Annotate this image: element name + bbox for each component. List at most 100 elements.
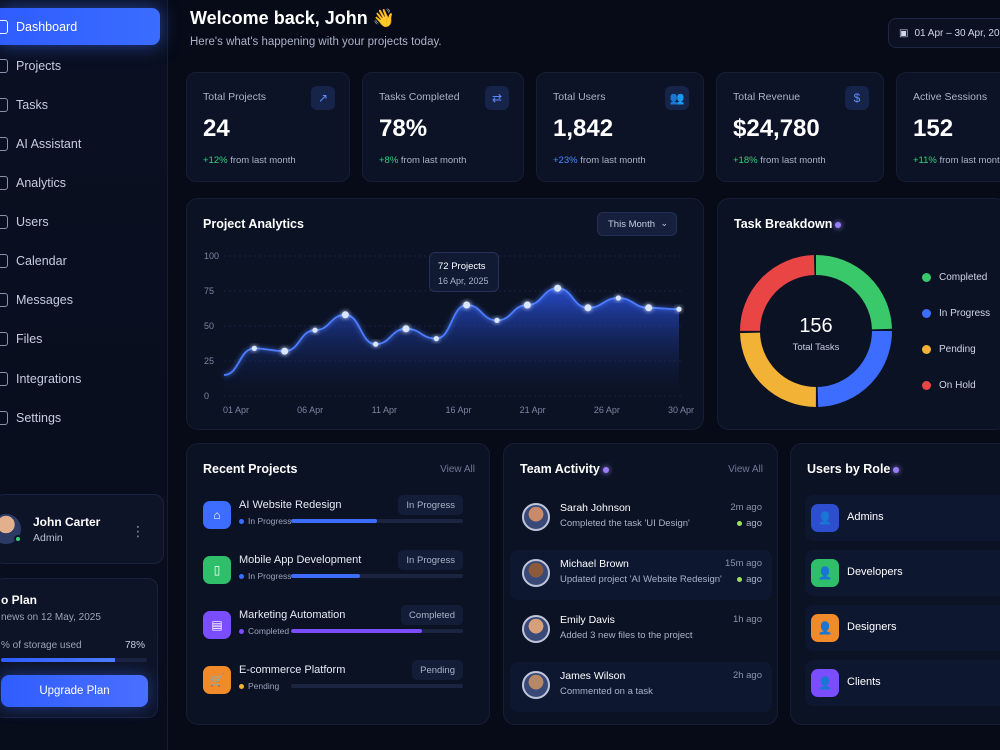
upgrade-plan-button[interactable]: Upgrade Plan xyxy=(1,675,148,707)
sidebar-item-label: Dashboard xyxy=(16,19,78,34)
data-point[interactable] xyxy=(402,325,410,333)
x-tick-label: 21 Apr xyxy=(520,405,546,415)
data-point[interactable] xyxy=(251,345,257,351)
role-item[interactable]: 👤Admins12 xyxy=(805,495,1000,541)
project-name: E-commerce Platform xyxy=(239,664,346,676)
activity-item[interactable]: Michael Brown Updated project 'AI Website… xyxy=(510,550,772,600)
activity-item[interactable]: Sarah Johnson Completed the task 'UI Desi… xyxy=(510,494,772,544)
data-point[interactable] xyxy=(615,295,621,301)
storage-label: % of storage used xyxy=(1,640,82,651)
project-progress-bar xyxy=(291,519,463,523)
legend-dot xyxy=(922,273,931,282)
role-item[interactable]: 👤Designers24 xyxy=(805,605,1000,651)
data-point[interactable] xyxy=(554,284,562,292)
plan-title: o Plan xyxy=(1,593,38,607)
y-tick-label: 0 xyxy=(204,391,209,401)
users-icon xyxy=(0,214,8,229)
data-point[interactable] xyxy=(433,336,439,342)
role-item[interactable]: 👤Developers86 xyxy=(805,550,1000,596)
view-all-link[interactable]: View All xyxy=(440,464,475,475)
data-point[interactable] xyxy=(523,301,531,309)
data-point[interactable] xyxy=(584,304,592,312)
page-title: Welcome back, John 👋 xyxy=(190,8,396,28)
data-point[interactable] xyxy=(373,341,379,347)
project-name: Mobile App Development xyxy=(239,554,362,566)
sidebar-item-settings[interactable]: Settings xyxy=(0,399,160,436)
x-tick-label: 16 Apr xyxy=(445,405,471,415)
sidebar-item-files[interactable]: Files xyxy=(0,320,160,357)
sparkle-icon xyxy=(0,136,8,151)
x-tick-label: 06 Apr xyxy=(297,405,323,415)
user-icon: 👤 xyxy=(811,504,839,532)
home-icon xyxy=(0,19,8,34)
y-tick-label: 25 xyxy=(204,356,214,366)
data-point[interactable] xyxy=(463,301,471,309)
data-point[interactable] xyxy=(645,304,653,312)
donut-center xyxy=(761,276,871,386)
stat-value: 78% xyxy=(379,115,428,142)
member-name: Emily Davis xyxy=(560,614,615,626)
sidebar-item-users[interactable]: Users xyxy=(0,203,160,240)
series-line xyxy=(223,287,680,376)
sidebar-item-integrations[interactable]: Integrations xyxy=(0,360,160,397)
data-point[interactable] xyxy=(676,306,682,312)
stat-label: Tasks Completed xyxy=(379,91,460,103)
sidebar-item-projects[interactable]: Projects xyxy=(0,47,160,84)
date-range-picker[interactable]: ▣ 01 Apr – 30 Apr, 2025 xyxy=(888,18,1000,48)
period-select[interactable]: This Month ⌄ xyxy=(597,212,677,236)
list-item[interactable]: 🛒 E-commerce Platform Pending Pending xyxy=(203,660,465,708)
data-point[interactable] xyxy=(341,311,349,319)
activity-ago: ago xyxy=(737,518,762,529)
sidebar-item-dashboard[interactable]: Dashboard xyxy=(0,8,160,45)
view-all-link[interactable]: View All xyxy=(728,464,763,475)
sidebar-item-label: AI Assistant xyxy=(16,136,82,151)
panel-title: Team Activity xyxy=(520,462,609,476)
activity-time: 2h ago xyxy=(732,670,762,681)
user-icon: 👤 xyxy=(811,669,839,697)
list-item[interactable]: ▯ Mobile App Development In Progress In Pro… xyxy=(203,550,465,598)
sidebar-item-analytics[interactable]: Analytics xyxy=(0,164,160,201)
mobile-icon: ▯ xyxy=(203,556,231,584)
list-item[interactable]: ▤ Marketing Automation Completed Completed xyxy=(203,605,465,653)
user-icon: 👤 xyxy=(811,559,839,587)
stat-card-total-users: Total Users 👥 1,842 +23% from last month xyxy=(536,72,704,182)
clipboard-icon: ▤ xyxy=(203,611,231,639)
sidebar-item-calendar[interactable]: Calendar xyxy=(0,242,160,279)
activity-time: 2m ago xyxy=(730,502,762,513)
sidebar-item-tasks[interactable]: Tasks xyxy=(0,86,160,123)
data-point[interactable] xyxy=(281,347,289,355)
donut-segment[interactable] xyxy=(740,255,892,407)
data-point[interactable] xyxy=(312,327,318,333)
activity-description: Added 3 new files to the project xyxy=(560,630,693,641)
activity-item[interactable]: James Wilson Commented on a task 2h ago xyxy=(510,662,772,712)
task-breakdown-panel: Task Breakdown 156 Total Tasks Completed… xyxy=(717,198,1000,430)
project-status: In Progress xyxy=(239,516,291,526)
building-icon: ⌂ xyxy=(203,501,231,529)
stat-value: 152 xyxy=(913,115,954,142)
status-badge: In Progress xyxy=(398,550,463,570)
calendar-icon: ▣ xyxy=(899,27,909,39)
user-card[interactable]: John Carter Admin ⋮ xyxy=(0,494,164,564)
role-item[interactable]: 👤Clients36 xyxy=(805,660,1000,706)
more-options-icon[interactable]: ⋮ xyxy=(131,523,145,539)
activity-item[interactable]: Emily Davis Added 3 new files to the proj… xyxy=(510,606,772,656)
file-icon xyxy=(0,331,8,346)
avatar xyxy=(522,503,550,531)
sidebar-item-label: Settings xyxy=(16,410,62,425)
donut-total: 156 xyxy=(799,315,833,337)
project-status: Pending xyxy=(239,681,279,691)
data-point[interactable] xyxy=(494,317,500,323)
project-progress-bar xyxy=(291,574,463,578)
gear-icon xyxy=(0,410,8,425)
list-item[interactable]: ⌂ AI Website Redesign In Progress In Progre… xyxy=(203,495,465,543)
project-progress-bar xyxy=(291,629,463,633)
plan-renewal: news on 12 May, 2025 xyxy=(1,612,101,623)
panel-title: Project Analytics xyxy=(203,217,304,231)
role-name: Developers xyxy=(847,566,903,578)
sidebar-item-ai-assistant[interactable]: AI Assistant xyxy=(0,125,160,162)
sidebar-item-label: Files xyxy=(16,331,43,346)
legend-completed: Completed xyxy=(922,272,987,283)
sidebar-item-messages[interactable]: Messages xyxy=(0,281,160,318)
stat-change: +8% from last month xyxy=(379,155,467,166)
sidebar-item-label: Projects xyxy=(16,58,62,73)
